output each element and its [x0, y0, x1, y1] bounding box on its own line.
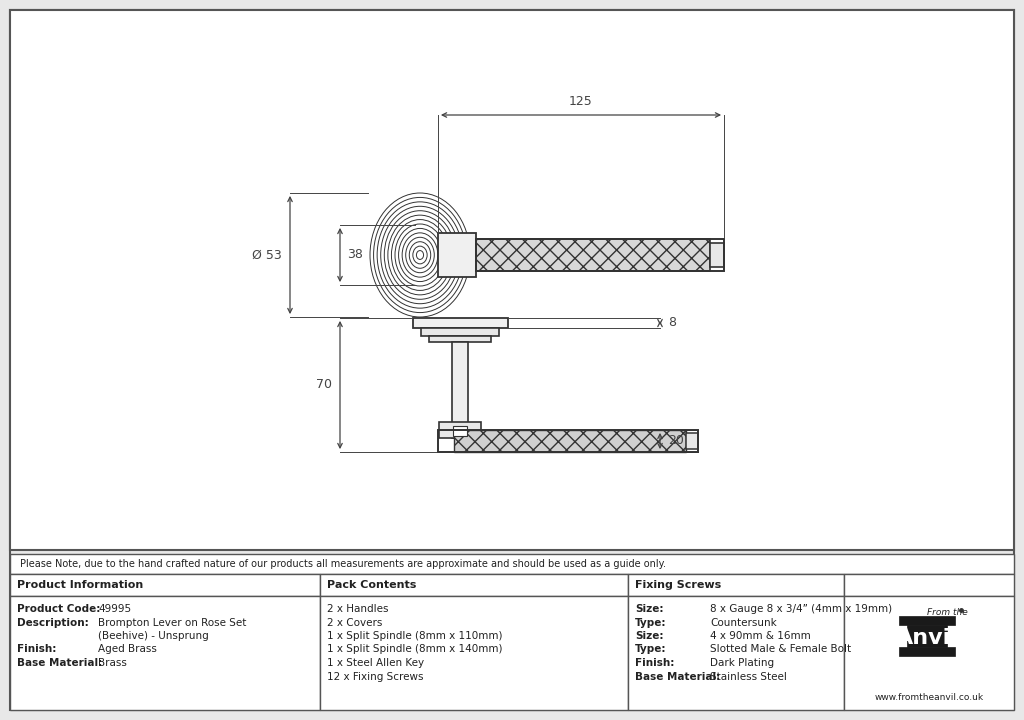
Text: 20: 20: [668, 434, 684, 448]
Bar: [899, 616, 955, 625]
Text: Brompton Lever on Rose Set: Brompton Lever on Rose Set: [98, 618, 247, 628]
Bar: [476, 239, 724, 271]
Bar: [686, 433, 698, 449]
Text: Base Material:: Base Material:: [17, 658, 102, 668]
Bar: [844, 596, 1014, 710]
Bar: [429, 336, 490, 342]
Bar: [628, 574, 844, 596]
Bar: [628, 596, 844, 710]
Text: Type:: Type:: [635, 644, 667, 654]
Bar: [454, 430, 686, 452]
Text: (Beehive) - Unsprung: (Beehive) - Unsprung: [98, 631, 209, 641]
Bar: [844, 574, 1014, 596]
Bar: [438, 430, 698, 452]
Text: 2 x Covers: 2 x Covers: [327, 618, 382, 628]
Text: 12 x Fixing Screws: 12 x Fixing Screws: [327, 672, 424, 682]
Text: From the: From the: [927, 608, 968, 617]
Bar: [438, 233, 476, 277]
Text: 8 x Gauge 8 x 3/4” (4mm x 19mm): 8 x Gauge 8 x 3/4” (4mm x 19mm): [710, 604, 892, 614]
Bar: [453, 426, 467, 436]
Text: Size:: Size:: [635, 631, 664, 641]
Text: Description:: Description:: [17, 618, 89, 628]
Text: Size:: Size:: [635, 604, 664, 614]
Text: Fixing Screws: Fixing Screws: [635, 580, 721, 590]
Bar: [476, 239, 710, 271]
Text: Type:: Type:: [635, 618, 667, 628]
Bar: [413, 318, 508, 328]
Text: Please Note, due to the hand crafted nature of our products all measurements are: Please Note, due to the hand crafted nat…: [20, 559, 666, 569]
Text: Aged Brass: Aged Brass: [98, 644, 157, 654]
Bar: [10, 10, 1014, 550]
Text: 2 x Handles: 2 x Handles: [327, 604, 388, 614]
Text: Pack Contents: Pack Contents: [327, 580, 417, 590]
Text: 49995: 49995: [98, 604, 131, 614]
Bar: [899, 647, 955, 656]
Text: 4 x 90mm & 16mm: 4 x 90mm & 16mm: [710, 631, 811, 641]
Text: 38: 38: [347, 248, 362, 261]
Text: 1 x Split Spindle (8mm x 140mm): 1 x Split Spindle (8mm x 140mm): [327, 644, 503, 654]
Text: Product Information: Product Information: [17, 580, 143, 590]
Bar: [710, 243, 724, 267]
Text: Brass: Brass: [98, 658, 127, 668]
Text: 1 x Steel Allen Key: 1 x Steel Allen Key: [327, 658, 424, 668]
Text: 8: 8: [668, 317, 676, 330]
Text: Stainless Steel: Stainless Steel: [710, 672, 786, 682]
Text: Base Material:: Base Material:: [635, 672, 720, 682]
Bar: [319, 596, 628, 710]
Text: Finish:: Finish:: [635, 658, 675, 668]
Text: Product Code:: Product Code:: [17, 604, 100, 614]
Text: Dark Plating: Dark Plating: [710, 658, 774, 668]
Bar: [10, 574, 319, 596]
Text: Finish:: Finish:: [17, 644, 56, 654]
Text: Countersunk: Countersunk: [710, 618, 777, 628]
Bar: [439, 422, 481, 438]
Text: 70: 70: [316, 379, 332, 392]
Text: Ø 53: Ø 53: [252, 248, 282, 261]
Bar: [421, 328, 499, 336]
Text: 1 x Split Spindle (8mm x 110mm): 1 x Split Spindle (8mm x 110mm): [327, 631, 503, 641]
Text: Slotted Male & Female Bolt: Slotted Male & Female Bolt: [710, 644, 851, 654]
Bar: [319, 574, 628, 596]
Text: www.fromtheanvil.co.uk: www.fromtheanvil.co.uk: [874, 693, 984, 702]
Text: Anvil: Anvil: [896, 628, 958, 648]
Text: 125: 125: [569, 95, 593, 108]
Bar: [10, 596, 319, 710]
Bar: [907, 625, 947, 647]
Bar: [452, 342, 468, 438]
Bar: [10, 554, 1014, 574]
